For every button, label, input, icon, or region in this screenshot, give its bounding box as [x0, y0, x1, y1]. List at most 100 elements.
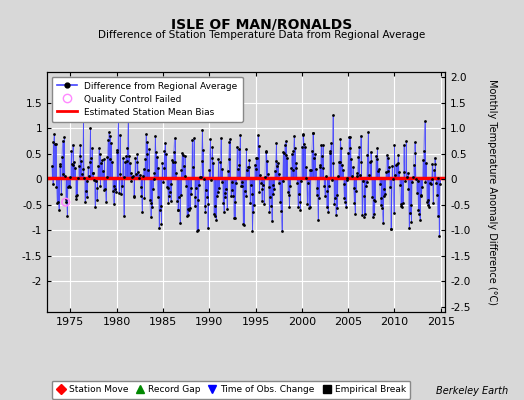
Point — [399, 200, 407, 206]
Point — [149, 176, 158, 182]
Point — [237, 183, 245, 189]
Point — [227, 179, 236, 185]
Point — [248, 228, 257, 235]
Point — [106, 156, 115, 163]
Point — [351, 210, 359, 217]
Point — [405, 225, 413, 231]
Point — [159, 165, 168, 172]
Point — [56, 163, 64, 169]
Point — [177, 167, 185, 173]
Point — [145, 146, 153, 152]
Point — [294, 191, 303, 198]
Point — [389, 176, 397, 182]
Point — [390, 142, 399, 148]
Point — [417, 193, 425, 199]
Point — [342, 204, 350, 210]
Point — [342, 175, 351, 182]
Point — [84, 164, 92, 171]
Point — [281, 142, 289, 149]
Point — [369, 214, 377, 221]
Point — [163, 184, 172, 191]
Point — [386, 184, 394, 190]
Point — [72, 196, 81, 202]
Point — [215, 185, 223, 191]
Point — [159, 178, 167, 185]
Point — [118, 155, 127, 162]
Point — [353, 170, 362, 176]
Point — [356, 172, 364, 178]
Point — [48, 163, 56, 169]
Point — [132, 170, 140, 177]
Point — [427, 176, 435, 182]
Point — [169, 159, 177, 165]
Point — [196, 174, 204, 180]
Point — [309, 130, 318, 136]
Point — [101, 186, 109, 192]
Point — [201, 209, 210, 215]
Point — [288, 166, 297, 173]
Point — [152, 149, 160, 155]
Point — [231, 198, 239, 205]
Point — [320, 182, 329, 189]
Legend: Station Move, Record Gap, Time of Obs. Change, Empirical Break: Station Move, Record Gap, Time of Obs. C… — [52, 381, 410, 399]
Point — [227, 193, 235, 199]
Point — [211, 213, 219, 219]
Point — [129, 193, 138, 200]
Point — [147, 200, 156, 207]
Point — [257, 180, 265, 186]
Point — [173, 207, 182, 213]
Point — [157, 220, 166, 227]
Point — [133, 159, 141, 165]
Point — [162, 151, 170, 158]
Point — [171, 158, 179, 165]
Point — [374, 168, 383, 174]
Point — [149, 186, 157, 192]
Point — [112, 189, 120, 196]
Point — [245, 156, 254, 163]
Point — [214, 156, 223, 162]
Point — [90, 177, 99, 183]
Point — [79, 115, 88, 121]
Point — [397, 200, 405, 207]
Point — [66, 184, 74, 190]
Point — [377, 194, 386, 201]
Point — [303, 200, 311, 207]
Point — [402, 138, 410, 144]
Point — [143, 139, 151, 146]
Point — [205, 166, 213, 173]
Point — [152, 154, 161, 160]
Point — [87, 155, 95, 162]
Point — [59, 171, 68, 177]
Point — [430, 154, 439, 161]
Point — [394, 159, 402, 166]
Point — [319, 165, 328, 171]
Point — [77, 158, 85, 165]
Point — [172, 170, 180, 176]
Point — [206, 177, 215, 184]
Point — [346, 134, 355, 140]
Point — [282, 152, 291, 158]
Point — [358, 212, 366, 218]
Point — [317, 142, 325, 148]
Point — [304, 205, 313, 211]
Point — [375, 166, 383, 172]
Point — [128, 174, 136, 180]
Point — [69, 141, 77, 148]
Point — [63, 213, 71, 219]
Point — [94, 162, 102, 169]
Point — [220, 209, 228, 215]
Point — [108, 159, 116, 165]
Point — [423, 202, 432, 208]
Point — [218, 166, 226, 172]
Point — [263, 158, 271, 164]
Point — [98, 157, 106, 164]
Point — [404, 186, 412, 192]
Point — [85, 159, 94, 165]
Point — [250, 202, 258, 208]
Point — [258, 186, 267, 193]
Point — [217, 179, 226, 185]
Point — [103, 154, 112, 160]
Point — [85, 173, 93, 179]
Point — [188, 136, 196, 143]
Point — [223, 206, 231, 212]
